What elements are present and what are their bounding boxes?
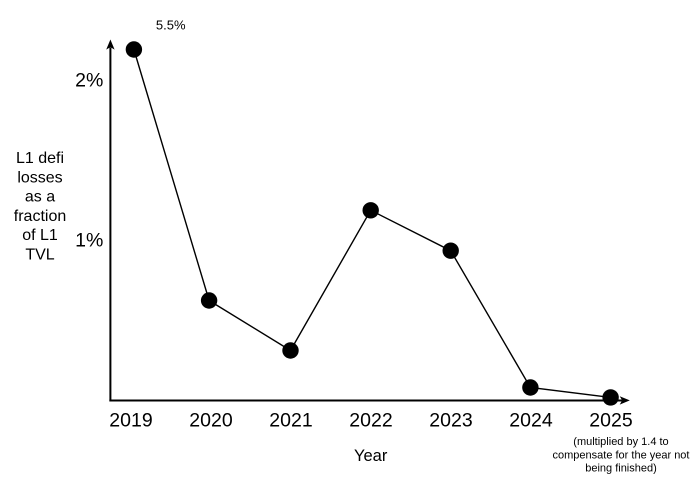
svg-text:(multiplied by 1.4 to: (multiplied by 1.4 to (573, 436, 668, 448)
svg-text:5.5%: 5.5% (156, 17, 186, 32)
svg-text:of L1: of L1 (22, 227, 58, 244)
svg-text:Year: Year (354, 447, 388, 465)
svg-text:as a: as a (25, 189, 55, 206)
svg-text:2020: 2020 (189, 410, 233, 432)
svg-text:fraction: fraction (14, 208, 66, 225)
svg-text:2021: 2021 (269, 410, 312, 432)
svg-text:2022: 2022 (349, 410, 392, 432)
svg-text:2019: 2019 (109, 410, 152, 432)
svg-text:L1 defi: L1 defi (16, 150, 64, 167)
svg-text:TVL: TVL (25, 246, 54, 263)
svg-text:2023: 2023 (429, 410, 472, 432)
svg-text:compensate for the year not: compensate for the year not (553, 449, 690, 461)
svg-text:2024: 2024 (509, 410, 553, 432)
svg-text:being finished): being finished) (585, 463, 657, 475)
svg-text:losses: losses (17, 169, 62, 186)
svg-text:2%: 2% (75, 69, 103, 91)
svg-text:2025: 2025 (589, 410, 633, 432)
svg-text:1%: 1% (75, 229, 103, 251)
